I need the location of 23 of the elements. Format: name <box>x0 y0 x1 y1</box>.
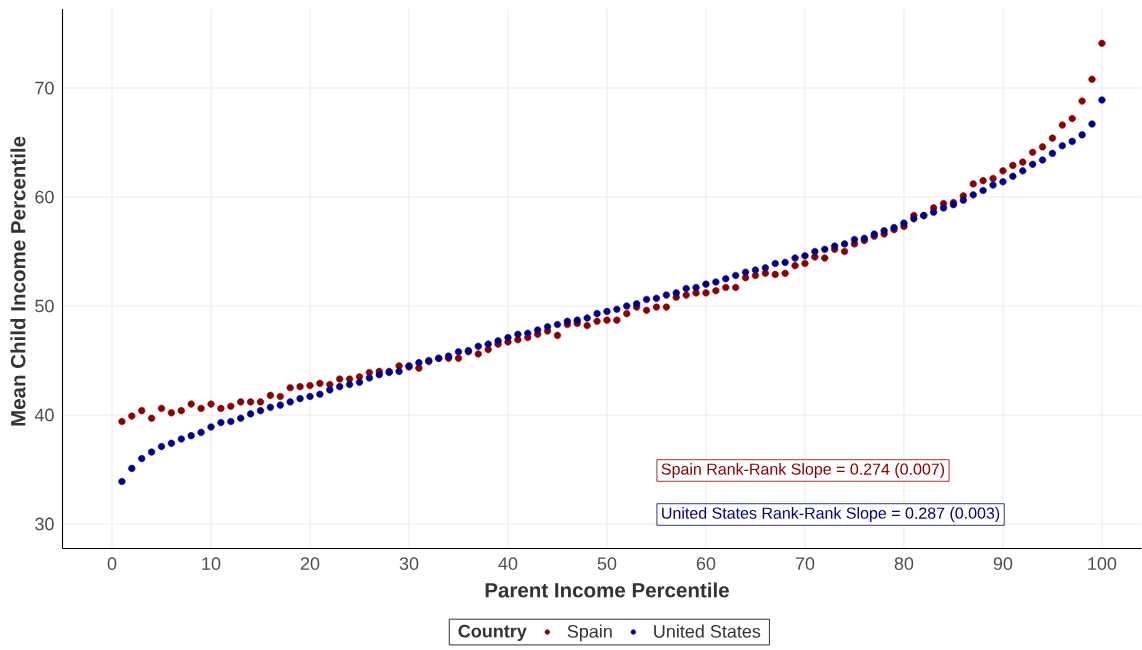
x-tick-label: 40 <box>498 557 518 570</box>
x-axis-title: Parent Income Percentile <box>485 582 729 598</box>
x-tick-label: 0 <box>107 557 117 570</box>
x-tick-label: 70 <box>795 557 815 570</box>
x-tick-label: 60 <box>696 557 716 570</box>
annotation: Spain Rank-Rank Slope = 0.274 (0.007) <box>661 463 945 478</box>
legend-label: Spain <box>567 624 612 642</box>
y-tick-label: 30 <box>35 517 54 531</box>
y-tick-label: 60 <box>35 190 54 204</box>
y-tick-label: 40 <box>34 408 54 422</box>
x-tick-label: 100 <box>1088 557 1117 570</box>
x-tick-label: 30 <box>399 557 419 570</box>
legend-label: United States <box>654 624 761 638</box>
x-tick-label: 20 <box>300 557 320 570</box>
annotation: United States Rank-Rank Slope = 0.287 (0.003) <box>662 507 1000 522</box>
x-tick-label: 80 <box>894 557 914 570</box>
x-tick-label: 50 <box>597 557 617 570</box>
y-tick-label: 50 <box>35 299 54 313</box>
x-tick-label: 10 <box>202 557 221 570</box>
x-tick-label: 90 <box>993 557 1013 570</box>
y-axis-title: Mean Child Income Percentile <box>10 136 26 426</box>
legend-title: Country <box>458 624 527 642</box>
y-tick-label: 70 <box>35 81 54 95</box>
